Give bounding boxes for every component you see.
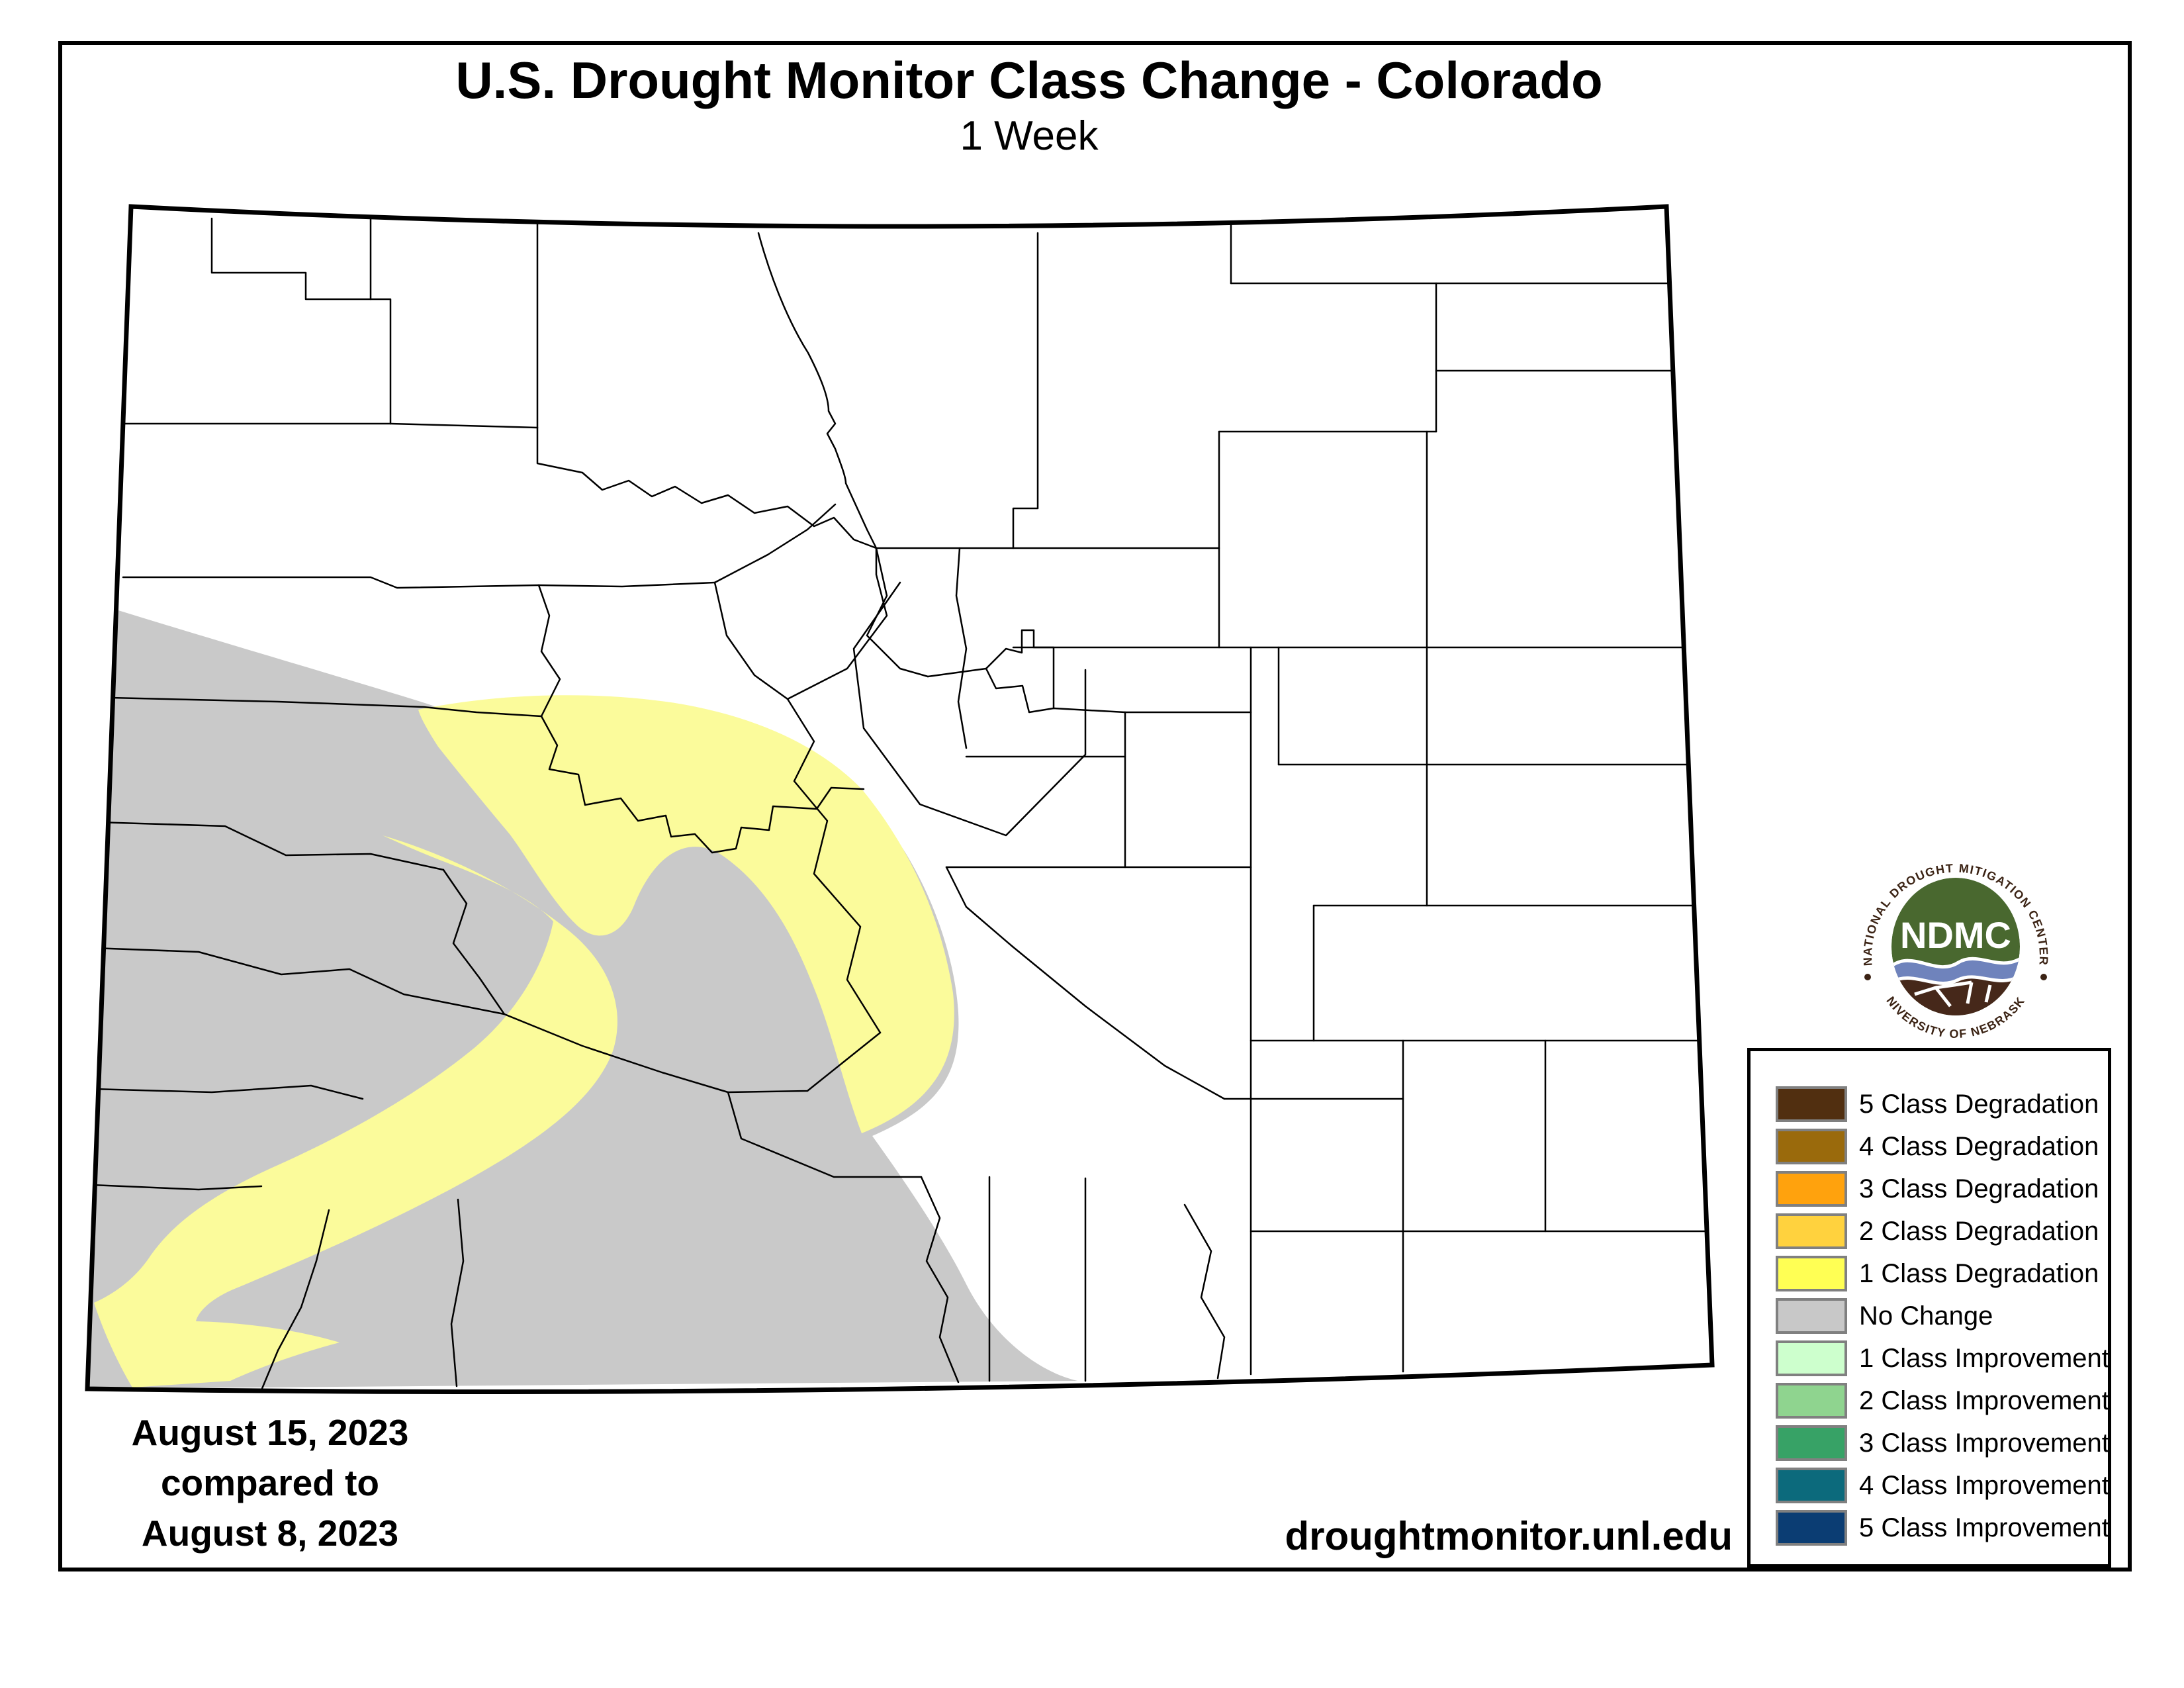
website-url: droughtmonitor.unl.edu	[1285, 1514, 1733, 1558]
date-comparison: August 15, 2023 compared to August 8, 20…	[58, 1407, 482, 1558]
legend-row: 1 Class Improvement	[1776, 1337, 2109, 1380]
legend-box: 5 Class Degradation 4 Class Degradation …	[1747, 1048, 2111, 1568]
legend-swatch	[1776, 1468, 1847, 1503]
legend-swatch	[1776, 1340, 1847, 1376]
logo-dot-left	[1864, 974, 1871, 980]
legend-label: 3 Class Degradation	[1859, 1174, 2099, 1203]
state-outline	[85, 204, 1715, 1394]
legend-label: 4 Class Improvement	[1859, 1470, 2109, 1500]
legend-row: 1 Class Degradation	[1776, 1252, 2108, 1295]
legend-swatch	[1776, 1086, 1847, 1122]
legend-row: 3 Class Degradation	[1776, 1168, 2108, 1210]
legend-swatch	[1776, 1510, 1847, 1546]
page-subtitle: 1 Week	[960, 113, 1099, 159]
logo-acronym: NDMC	[1900, 914, 2011, 956]
logo-soil-cracks	[1914, 980, 1992, 1008]
legend-label: 1 Class Degradation	[1859, 1258, 2099, 1288]
page-title: U.S. Drought Monitor Class Change - Colo…	[455, 51, 1603, 109]
legend-row: 4 Class Degradation	[1776, 1125, 2108, 1168]
legend-swatch	[1776, 1129, 1847, 1164]
county-boundaries	[90, 212, 1709, 1391]
date-line-current: August 15, 2023	[131, 1412, 409, 1453]
legend-swatch	[1776, 1213, 1847, 1249]
date-line-compared: compared to	[160, 1462, 380, 1503]
logo-dot-right	[2040, 974, 2047, 980]
legend-swatch	[1776, 1256, 1847, 1291]
legend-label: 5 Class Improvement	[1859, 1513, 2109, 1542]
legend-swatch	[1776, 1383, 1847, 1419]
legend-row: No Change	[1776, 1295, 2108, 1337]
legend-label: 3 Class Improvement	[1859, 1428, 2109, 1458]
date-line-previous: August 8, 2023	[141, 1513, 399, 1554]
legend-row: 2 Class Degradation	[1776, 1210, 2108, 1252]
legend-label: 4 Class Degradation	[1859, 1131, 2099, 1161]
legend-label: 2 Class Improvement	[1859, 1385, 2109, 1415]
legend-swatch	[1776, 1171, 1847, 1207]
legend-row: 5 Class Improvement	[1776, 1507, 2109, 1549]
legend-row: 4 Class Improvement	[1776, 1464, 2109, 1507]
legend-label: 5 Class Degradation	[1859, 1089, 2099, 1119]
legend-rows: 5 Class Degradation 4 Class Degradation …	[1751, 1051, 2109, 1549]
legend-label: 1 Class Improvement	[1859, 1343, 2109, 1373]
legend-swatch	[1776, 1425, 1847, 1461]
degradation-band-lower	[94, 835, 617, 1387]
ndmc-logo: NDMC NATIONAL DROUGHT MITIGATION CENTER …	[1858, 855, 2054, 1051]
legend-row: 3 Class Improvement	[1776, 1422, 2109, 1464]
legend-label: No Change	[1859, 1301, 1993, 1331]
legend-row: 5 Class Degradation	[1776, 1083, 2108, 1125]
legend-label: 2 Class Degradation	[1859, 1216, 2099, 1246]
legend-swatch	[1776, 1298, 1847, 1334]
legend-row: 2 Class Improvement	[1776, 1380, 2109, 1422]
